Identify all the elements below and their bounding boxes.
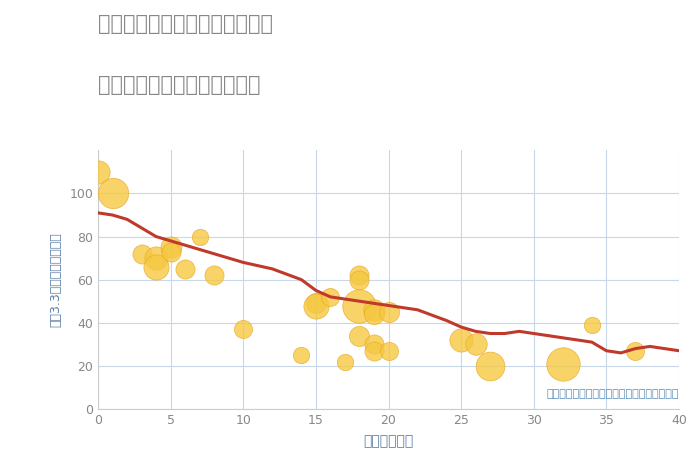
- Point: [180, 265, 191, 273]
- Point: [296, 351, 307, 359]
- Point: [470, 340, 482, 348]
- Point: [92, 168, 104, 176]
- Point: [383, 308, 394, 316]
- Point: [310, 299, 321, 307]
- Point: [325, 293, 336, 301]
- Point: [630, 347, 641, 354]
- Point: [165, 243, 176, 251]
- Point: [194, 233, 205, 240]
- Point: [354, 302, 365, 309]
- Text: 円の大きさは、取引のあった物件面積を示す: 円の大きさは、取引のあった物件面積を示す: [547, 389, 679, 399]
- Point: [150, 254, 162, 262]
- Point: [354, 332, 365, 339]
- Y-axis label: 坪（3.3㎡）単価（万円）: 坪（3.3㎡）単価（万円）: [49, 232, 62, 327]
- Text: 築年数別中古マンション価格: 築年数別中古マンション価格: [98, 75, 260, 95]
- Point: [368, 347, 379, 354]
- Point: [354, 272, 365, 279]
- Point: [209, 272, 220, 279]
- Point: [136, 250, 147, 258]
- Text: 岐阜県郡上市高鷲町ひるがのの: 岐阜県郡上市高鷲町ひるがのの: [98, 14, 273, 34]
- Point: [310, 302, 321, 309]
- Point: [165, 248, 176, 255]
- Point: [456, 336, 467, 344]
- Point: [340, 358, 351, 365]
- Point: [237, 325, 249, 333]
- Point: [368, 310, 379, 318]
- Point: [107, 190, 118, 197]
- Point: [383, 347, 394, 354]
- X-axis label: 築年数（年）: 築年数（年）: [363, 434, 414, 448]
- Point: [150, 263, 162, 271]
- Point: [484, 362, 496, 369]
- Point: [368, 306, 379, 313]
- Point: [354, 276, 365, 283]
- Point: [557, 360, 568, 368]
- Point: [587, 321, 598, 329]
- Point: [368, 340, 379, 348]
